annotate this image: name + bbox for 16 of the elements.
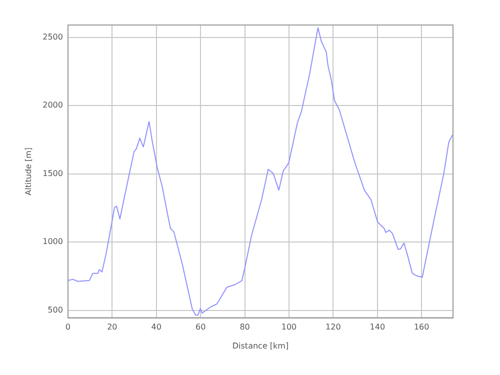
x-axis-title: Distance [km] [232, 341, 289, 350]
y-tick-label: 2000 [42, 100, 63, 110]
x-tick-label: 120 [326, 322, 341, 332]
y-tick-label: 500 [48, 305, 63, 314]
x-tick-label: 40 [151, 322, 162, 332]
y-axis-title: Altitude [m] [24, 147, 33, 196]
y-tick-label: 1500 [42, 168, 63, 178]
x-tick-label: 140 [370, 322, 386, 332]
y-tick-label: 1000 [42, 237, 63, 246]
x-tick-label: 100 [281, 322, 297, 332]
x-tick-label: 20 [107, 322, 118, 332]
x-tick-label: 60 [195, 322, 206, 332]
x-tick-label: 80 [240, 322, 250, 332]
x-tick-label: 0 [65, 322, 71, 332]
x-tick-label: 160 [414, 322, 430, 332]
y-tick-label: 2500 [42, 32, 63, 42]
